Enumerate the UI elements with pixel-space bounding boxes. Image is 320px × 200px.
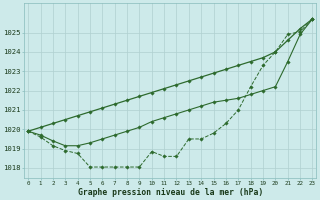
X-axis label: Graphe pression niveau de la mer (hPa): Graphe pression niveau de la mer (hPa) <box>78 188 263 197</box>
